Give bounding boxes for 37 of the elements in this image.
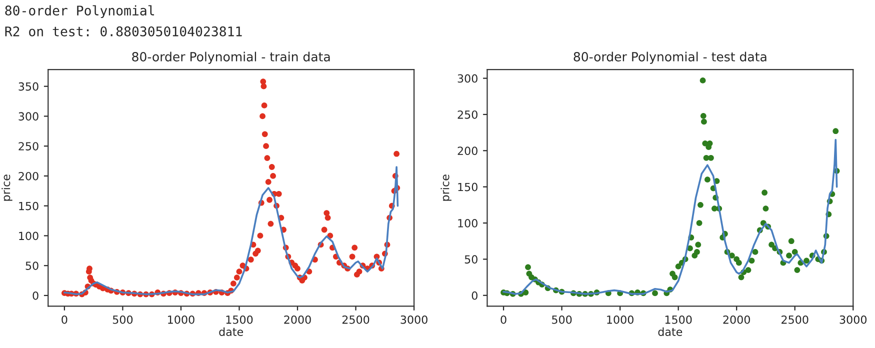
- y-tick-label: 0: [32, 291, 38, 300]
- x-tick-label: 500: [112, 315, 133, 324]
- y-tick-label: 150: [19, 202, 38, 210]
- text: 80-order Polynomial: [5, 5, 154, 18]
- x-tick-label: 0: [62, 315, 68, 324]
- x-tick-label: 3000: [400, 315, 428, 324]
- x-axis-title: date: [219, 327, 244, 336]
- y-tick-label: 150: [458, 182, 478, 192]
- x-tick-label: 2000: [284, 315, 311, 324]
- x-axis-title: date: [658, 327, 682, 336]
- y-axis-title: price: [440, 174, 452, 201]
- y-tick-label: 300: [18, 112, 38, 121]
- x-tick-label: 1000: [168, 315, 194, 324]
- x-tick-label: 3000: [840, 315, 867, 324]
- x-tick-label: 2500: [342, 315, 370, 324]
- chart-title: 80-order Polynomial - test data: [574, 52, 766, 64]
- y-tick-label: 250: [458, 110, 478, 119]
- x-tick-label: 1000: [607, 315, 634, 324]
- text: R2 on test: 0.8803050104023811: [5, 26, 242, 36]
- y-tick-label: 0: [472, 291, 478, 300]
- y-tick-label: 50: [464, 255, 478, 264]
- y-tick-label: 350: [18, 82, 38, 91]
- x-tick-label: 2500: [782, 315, 808, 324]
- y-tick-label: 50: [26, 262, 38, 270]
- y-tick-label: 200: [458, 146, 478, 156]
- x-tick-label: 1500: [226, 315, 253, 324]
- chart-title: 80-order Polynomial - train data: [132, 52, 330, 64]
- y-tick-label: 100: [458, 218, 478, 228]
- y-tick-label: 200: [18, 172, 38, 180]
- y-tick-label: 100: [19, 232, 38, 240]
- y-tick-label: 250: [18, 142, 38, 150]
- x-tick-label: 1500: [665, 315, 692, 324]
- x-tick-label: 2000: [723, 315, 750, 324]
- y-tick-label: 300: [458, 74, 478, 83]
- y-axis-title: price: [2, 174, 12, 201]
- x-tick-label: 500: [552, 315, 572, 324]
- x-tick-label: 0: [500, 315, 506, 324]
